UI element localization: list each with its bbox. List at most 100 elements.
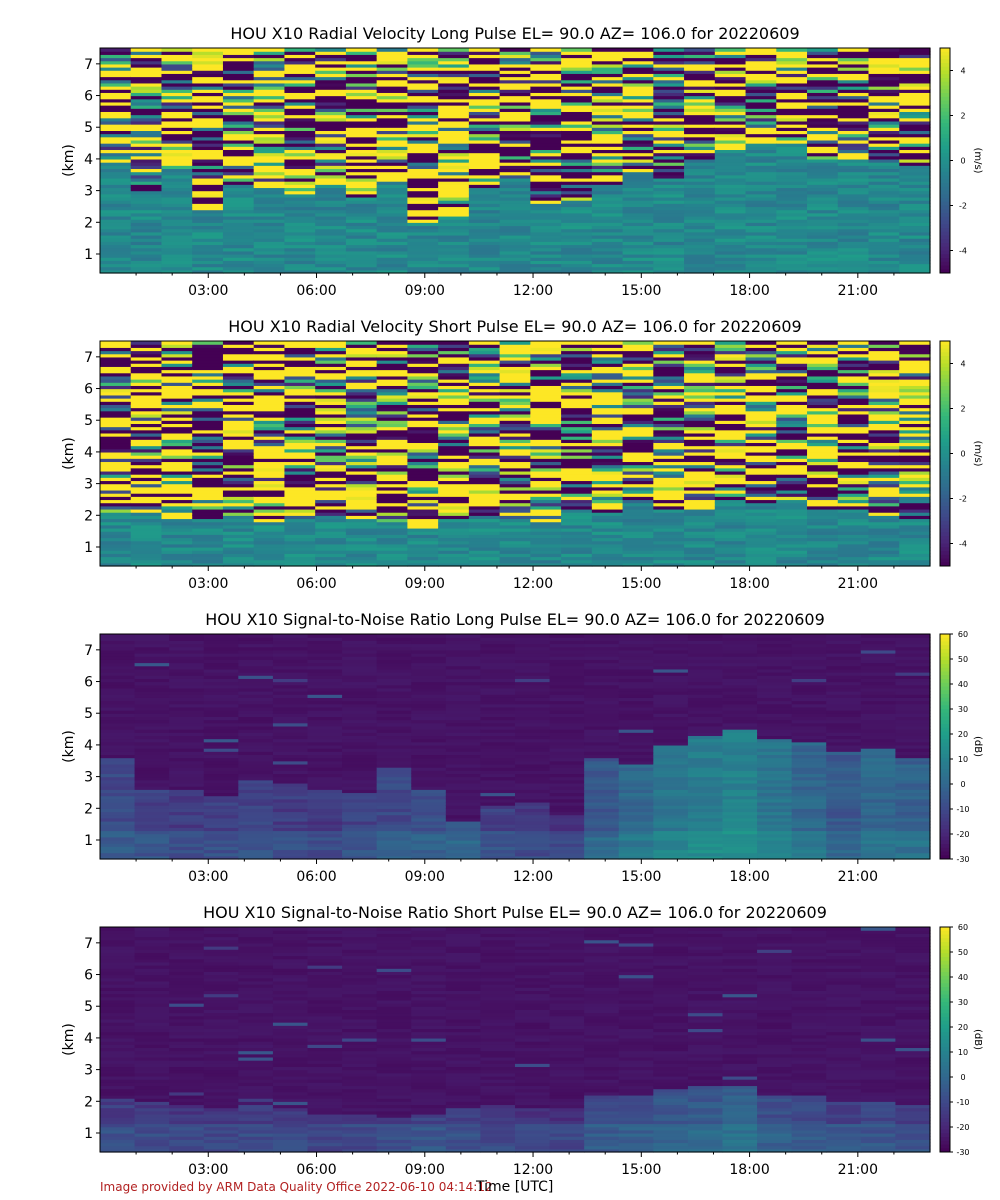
heatmap-cell — [480, 710, 516, 714]
heatmap-cell — [100, 653, 136, 657]
heatmap-cell — [253, 379, 286, 383]
heatmap-cell — [499, 177, 531, 182]
heatmap-cell — [315, 559, 347, 564]
heatmap-cell — [899, 369, 931, 374]
heatmap-cell — [315, 108, 347, 112]
heatmap-cell — [837, 477, 870, 482]
heatmap-cell — [407, 73, 439, 78]
heatmap-cell — [307, 754, 343, 759]
heatmap-cell — [868, 489, 900, 494]
heatmap-cell — [499, 86, 531, 90]
heatmap-cell — [100, 219, 132, 223]
heatmap-cell — [161, 420, 193, 424]
heatmap-cell — [253, 524, 286, 529]
heatmap-cell — [714, 448, 747, 453]
heatmap-cell — [468, 350, 501, 355]
heatmap-cell — [342, 681, 378, 686]
heatmap-cell — [222, 165, 255, 170]
heatmap-cell — [253, 436, 286, 440]
heatmap-cell — [284, 174, 316, 179]
heatmap-cell — [468, 375, 501, 380]
heatmap-cell — [100, 824, 136, 828]
heatmap-cell — [684, 543, 716, 548]
heatmap-cell — [203, 817, 239, 822]
heatmap-cell — [130, 423, 163, 428]
heatmap-cell — [714, 388, 747, 393]
heatmap-cell — [653, 458, 685, 463]
heatmap-cell — [468, 508, 501, 513]
heatmap-cell — [411, 805, 447, 809]
heatmap-cell — [499, 363, 531, 367]
heatmap-cell — [499, 369, 531, 374]
heatmap-cell — [480, 792, 516, 797]
heatmap-cell — [591, 241, 624, 246]
heatmap-cell — [499, 550, 531, 554]
heatmap-cell — [745, 448, 777, 453]
heatmap-cell — [622, 73, 654, 78]
heatmap-cell — [284, 120, 316, 125]
heatmap-cell — [468, 398, 501, 402]
heatmap-cell — [868, 413, 900, 418]
heatmap-cell — [530, 215, 562, 220]
heatmap-cell — [130, 436, 163, 440]
heatmap-cell — [591, 200, 624, 204]
heatmap-cell — [653, 76, 685, 81]
heatmap-cell — [776, 127, 808, 131]
heatmap-cell — [307, 659, 343, 664]
heatmap-cell — [345, 67, 378, 71]
heatmap-cell — [100, 637, 136, 641]
heatmap-cell — [169, 773, 205, 778]
heatmap-cell — [899, 168, 931, 173]
colorbar-segment — [940, 476, 950, 481]
heatmap-cell — [561, 344, 593, 348]
heatmap-cell — [899, 423, 931, 428]
heatmap-cell — [776, 269, 808, 274]
heatmap-cell — [837, 57, 870, 62]
heatmap-cell — [468, 458, 501, 463]
x-tick-label: 18:00 — [729, 283, 769, 299]
heatmap-cell — [438, 146, 470, 151]
heatmap-cell — [745, 149, 777, 154]
heatmap-cell — [315, 394, 347, 399]
heatmap-cell — [807, 54, 839, 59]
heatmap-cell — [345, 379, 378, 383]
x-tick-label: 03:00 — [188, 283, 228, 299]
heatmap-cell — [837, 130, 870, 135]
heatmap-cell — [238, 656, 274, 660]
heatmap-cell — [530, 366, 562, 371]
heatmap-cell — [807, 432, 839, 437]
heatmap-cell — [376, 130, 409, 135]
heatmap-cell — [684, 518, 716, 523]
colorbar-segment — [940, 164, 950, 169]
heatmap-cell — [345, 54, 378, 59]
heatmap-cell — [342, 646, 378, 651]
heatmap-cell — [130, 341, 163, 345]
heatmap-cell — [238, 706, 274, 711]
heatmap-cell — [807, 155, 839, 160]
heatmap-cell — [130, 480, 163, 485]
heatmap-cell — [407, 436, 439, 440]
heatmap-cell — [315, 347, 347, 352]
heatmap-cell — [438, 54, 470, 59]
heatmap-cell — [745, 171, 777, 176]
heatmap-cell — [238, 691, 274, 695]
heatmap-cell — [653, 82, 685, 87]
heatmap-cell — [222, 401, 255, 405]
heatmap-cell — [499, 190, 531, 195]
heatmap-cell — [684, 461, 716, 466]
heatmap-cell — [315, 451, 347, 456]
heatmap-cell — [407, 445, 439, 450]
heatmap-cell — [468, 98, 501, 103]
heatmap-cell — [253, 385, 286, 390]
heatmap-cell — [253, 250, 286, 255]
heatmap-cell — [284, 82, 316, 87]
heatmap-cell — [653, 385, 685, 390]
heatmap-cell — [315, 502, 347, 507]
heatmap-cell — [714, 375, 747, 380]
heatmap-cell — [714, 136, 747, 141]
heatmap-cell — [468, 518, 501, 523]
heatmap-cell — [407, 51, 439, 55]
heatmap-cell — [684, 508, 716, 513]
heatmap-cell — [407, 489, 439, 494]
heatmap-cell — [438, 436, 470, 440]
